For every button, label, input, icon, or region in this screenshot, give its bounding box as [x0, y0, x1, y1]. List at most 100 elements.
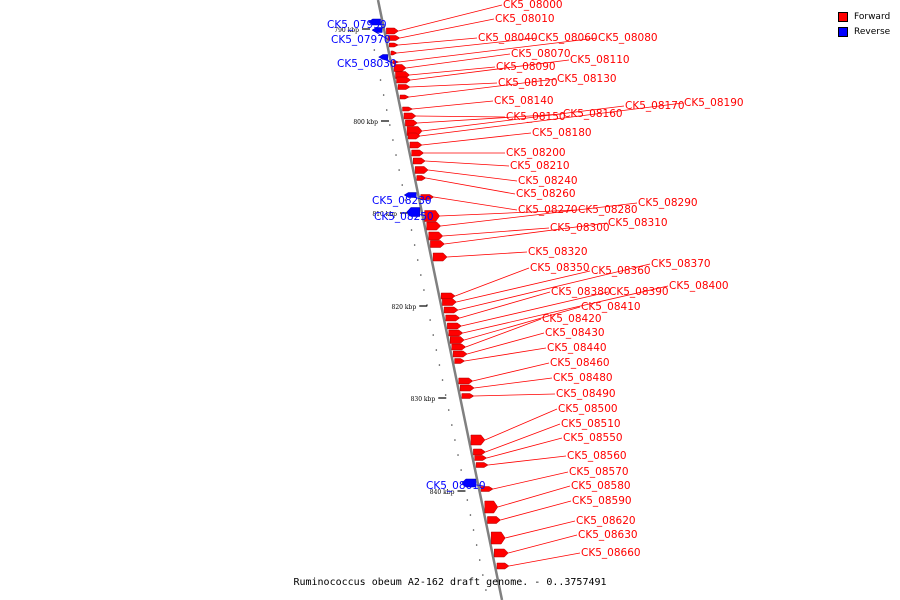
- gene-feature-forward[interactable]: [474, 455, 488, 461]
- gene-label[interactable]: CK5_08200: [506, 147, 566, 159]
- gene-feature-forward[interactable]: [405, 119, 418, 127]
- gene-feature-forward[interactable]: [399, 94, 410, 100]
- gene-feature-forward[interactable]: [407, 132, 421, 140]
- gene-feature-forward[interactable]: [459, 384, 475, 392]
- gene-feature-forward[interactable]: [442, 298, 457, 306]
- gene-label[interactable]: CK5_08500: [558, 403, 618, 415]
- gene-label[interactable]: CK5_08180: [532, 127, 592, 139]
- gene-label[interactable]: CK5_08570: [569, 466, 629, 478]
- gene-feature-forward[interactable]: [386, 27, 399, 35]
- gene-feature-forward[interactable]: [428, 231, 444, 241]
- gene-label[interactable]: CK5_08290: [638, 197, 698, 209]
- gene-label[interactable]: CK5_08000: [503, 0, 563, 11]
- gene-label[interactable]: CK5_08490: [556, 388, 616, 400]
- gene-feature-forward[interactable]: [409, 141, 423, 149]
- gene-label[interactable]: CK5_08560: [567, 450, 627, 462]
- gene-feature-forward[interactable]: [490, 531, 506, 545]
- gene-label[interactable]: CK5_08480: [553, 372, 613, 384]
- gene-label[interactable]: CK5_08390: [609, 286, 669, 298]
- gene-feature-forward[interactable]: [392, 60, 400, 64]
- gene-feature-reverse[interactable]: [403, 192, 417, 198]
- gene-label[interactable]: CK5_08550: [563, 432, 623, 444]
- gene-label[interactable]: CK5_08590: [572, 495, 632, 507]
- gene-label[interactable]: CK5_08270: [518, 204, 578, 216]
- gene-feature-forward[interactable]: [448, 329, 464, 337]
- gene-feature-reverse[interactable]: [368, 18, 381, 26]
- gene-label[interactable]: CK5_08060: [538, 32, 598, 44]
- gene-feature-forward[interactable]: [475, 462, 489, 468]
- gene-label[interactable]: CK5_08660: [581, 547, 641, 559]
- gene-label[interactable]: CK5_08250: [374, 211, 434, 223]
- gene-feature-forward[interactable]: [450, 336, 465, 344]
- gene-label[interactable]: CK5_08230: [372, 195, 432, 207]
- gene-feature-forward[interactable]: [440, 292, 456, 300]
- gene-label[interactable]: CK5_08300: [550, 222, 610, 234]
- gene-feature-forward[interactable]: [496, 562, 510, 570]
- gene-label[interactable]: CK5_08350: [530, 262, 590, 274]
- gene-feature-forward[interactable]: [470, 434, 486, 446]
- gene-label[interactable]: CK5_08370: [651, 258, 711, 270]
- gene-label[interactable]: CK5_08420: [542, 313, 602, 325]
- gene-label[interactable]: CK5_08400: [669, 280, 729, 292]
- gene-label[interactable]: CK5_08510: [561, 418, 621, 430]
- gene-label[interactable]: CK5_08040: [478, 32, 538, 44]
- gene-label[interactable]: CK5_08410: [581, 301, 641, 313]
- gene-label[interactable]: CK5_08320: [528, 246, 588, 258]
- gene-feature-forward[interactable]: [424, 210, 440, 222]
- gene-label[interactable]: CK5_08310: [608, 217, 668, 229]
- gene-label[interactable]: CK5_08080: [598, 32, 658, 44]
- gene-feature-forward[interactable]: [393, 64, 407, 72]
- gene-label[interactable]: CK5_08130: [557, 73, 617, 85]
- gene-feature-forward[interactable]: [390, 50, 398, 56]
- gene-feature-forward[interactable]: [443, 306, 459, 314]
- gene-label[interactable]: CK5_08110: [570, 54, 630, 66]
- gene-feature-reverse[interactable]: [378, 54, 389, 60]
- gene-label[interactable]: CK5_07950: [327, 19, 387, 31]
- gene-feature-reverse[interactable]: [371, 27, 383, 33]
- gene-feature-forward[interactable]: [487, 516, 501, 524]
- gene-feature-forward[interactable]: [484, 500, 499, 514]
- gene-label[interactable]: CK5_08140: [494, 95, 554, 107]
- gene-feature-forward[interactable]: [430, 240, 445, 248]
- gene-label[interactable]: CK5_08210: [510, 160, 570, 172]
- gene-feature-forward[interactable]: [473, 448, 486, 456]
- gene-label[interactable]: CK5_08280: [578, 204, 638, 216]
- gene-feature-forward[interactable]: [397, 84, 411, 90]
- gene-label[interactable]: CK5_08160: [563, 108, 623, 120]
- gene-label[interactable]: CK5_08580: [571, 480, 631, 492]
- gene-label[interactable]: CK5_08630: [578, 529, 638, 541]
- gene-label[interactable]: CK5_08460: [550, 357, 610, 369]
- gene-label[interactable]: CK5_08120: [498, 77, 558, 89]
- gene-feature-forward[interactable]: [420, 194, 435, 200]
- gene-label[interactable]: CK5_08610: [426, 480, 486, 492]
- gene-feature-forward[interactable]: [402, 106, 414, 112]
- gene-feature-forward[interactable]: [416, 175, 427, 181]
- gene-feature-forward[interactable]: [452, 350, 468, 358]
- gene-label[interactable]: CK5_08030: [337, 58, 397, 70]
- gene-feature-forward[interactable]: [413, 157, 426, 165]
- gene-label[interactable]: CK5_08190: [684, 97, 744, 109]
- gene-label[interactable]: CK5_08380: [551, 286, 611, 298]
- gene-feature-reverse[interactable]: [461, 478, 477, 488]
- gene-label[interactable]: CK5_08440: [547, 342, 607, 354]
- gene-feature-forward[interactable]: [389, 42, 399, 48]
- gene-feature-forward[interactable]: [461, 393, 475, 399]
- gene-label[interactable]: CK5_08620: [576, 515, 636, 527]
- gene-feature-forward[interactable]: [411, 149, 425, 157]
- gene-label[interactable]: CK5_08260: [516, 188, 576, 200]
- gene-feature-forward[interactable]: [445, 314, 461, 322]
- gene-feature-reverse[interactable]: [406, 207, 421, 217]
- gene-feature-forward[interactable]: [403, 112, 417, 120]
- gene-label[interactable]: CK5_08430: [545, 327, 605, 339]
- gene-label[interactable]: CK5_08360: [591, 265, 651, 277]
- gene-feature-forward[interactable]: [458, 377, 474, 385]
- gene-label[interactable]: CK5_08010: [495, 13, 555, 25]
- gene-label[interactable]: CK5_08150: [506, 111, 566, 123]
- gene-label[interactable]: CK5_07970: [331, 34, 391, 46]
- gene-label[interactable]: CK5_08240: [518, 175, 578, 187]
- gene-label[interactable]: CK5_08090: [496, 61, 556, 73]
- gene-feature-forward[interactable]: [414, 166, 429, 174]
- gene-feature-forward[interactable]: [387, 35, 401, 41]
- gene-label[interactable]: CK5_08070: [511, 48, 571, 60]
- gene-feature-forward[interactable]: [447, 322, 462, 330]
